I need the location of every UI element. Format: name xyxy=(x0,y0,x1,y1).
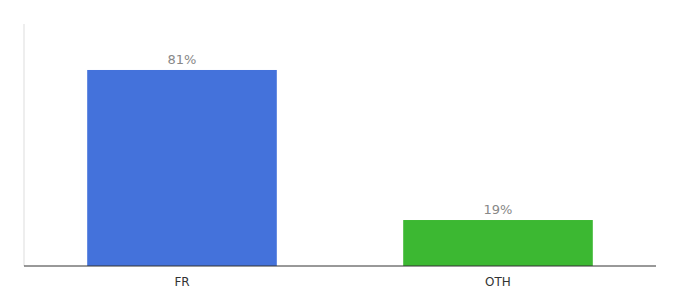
x-tick-label: OTH xyxy=(485,275,511,289)
x-tick-labels: FR OTH xyxy=(174,275,511,289)
x-axis-line xyxy=(24,266,656,267)
bar xyxy=(403,220,593,266)
bar xyxy=(87,70,277,266)
plot-area: 81% 19% FR OTH xyxy=(24,24,656,289)
bars xyxy=(87,70,593,266)
chart-container: 81% 19% FR OTH xyxy=(0,0,680,300)
chart: 81% 19% FR OTH xyxy=(0,0,680,300)
data-labels: 81% 19% xyxy=(168,52,513,217)
data-label: 19% xyxy=(484,202,513,217)
data-label: 81% xyxy=(168,52,197,67)
y-axis-line xyxy=(24,24,25,266)
x-tick-label: FR xyxy=(174,275,189,289)
